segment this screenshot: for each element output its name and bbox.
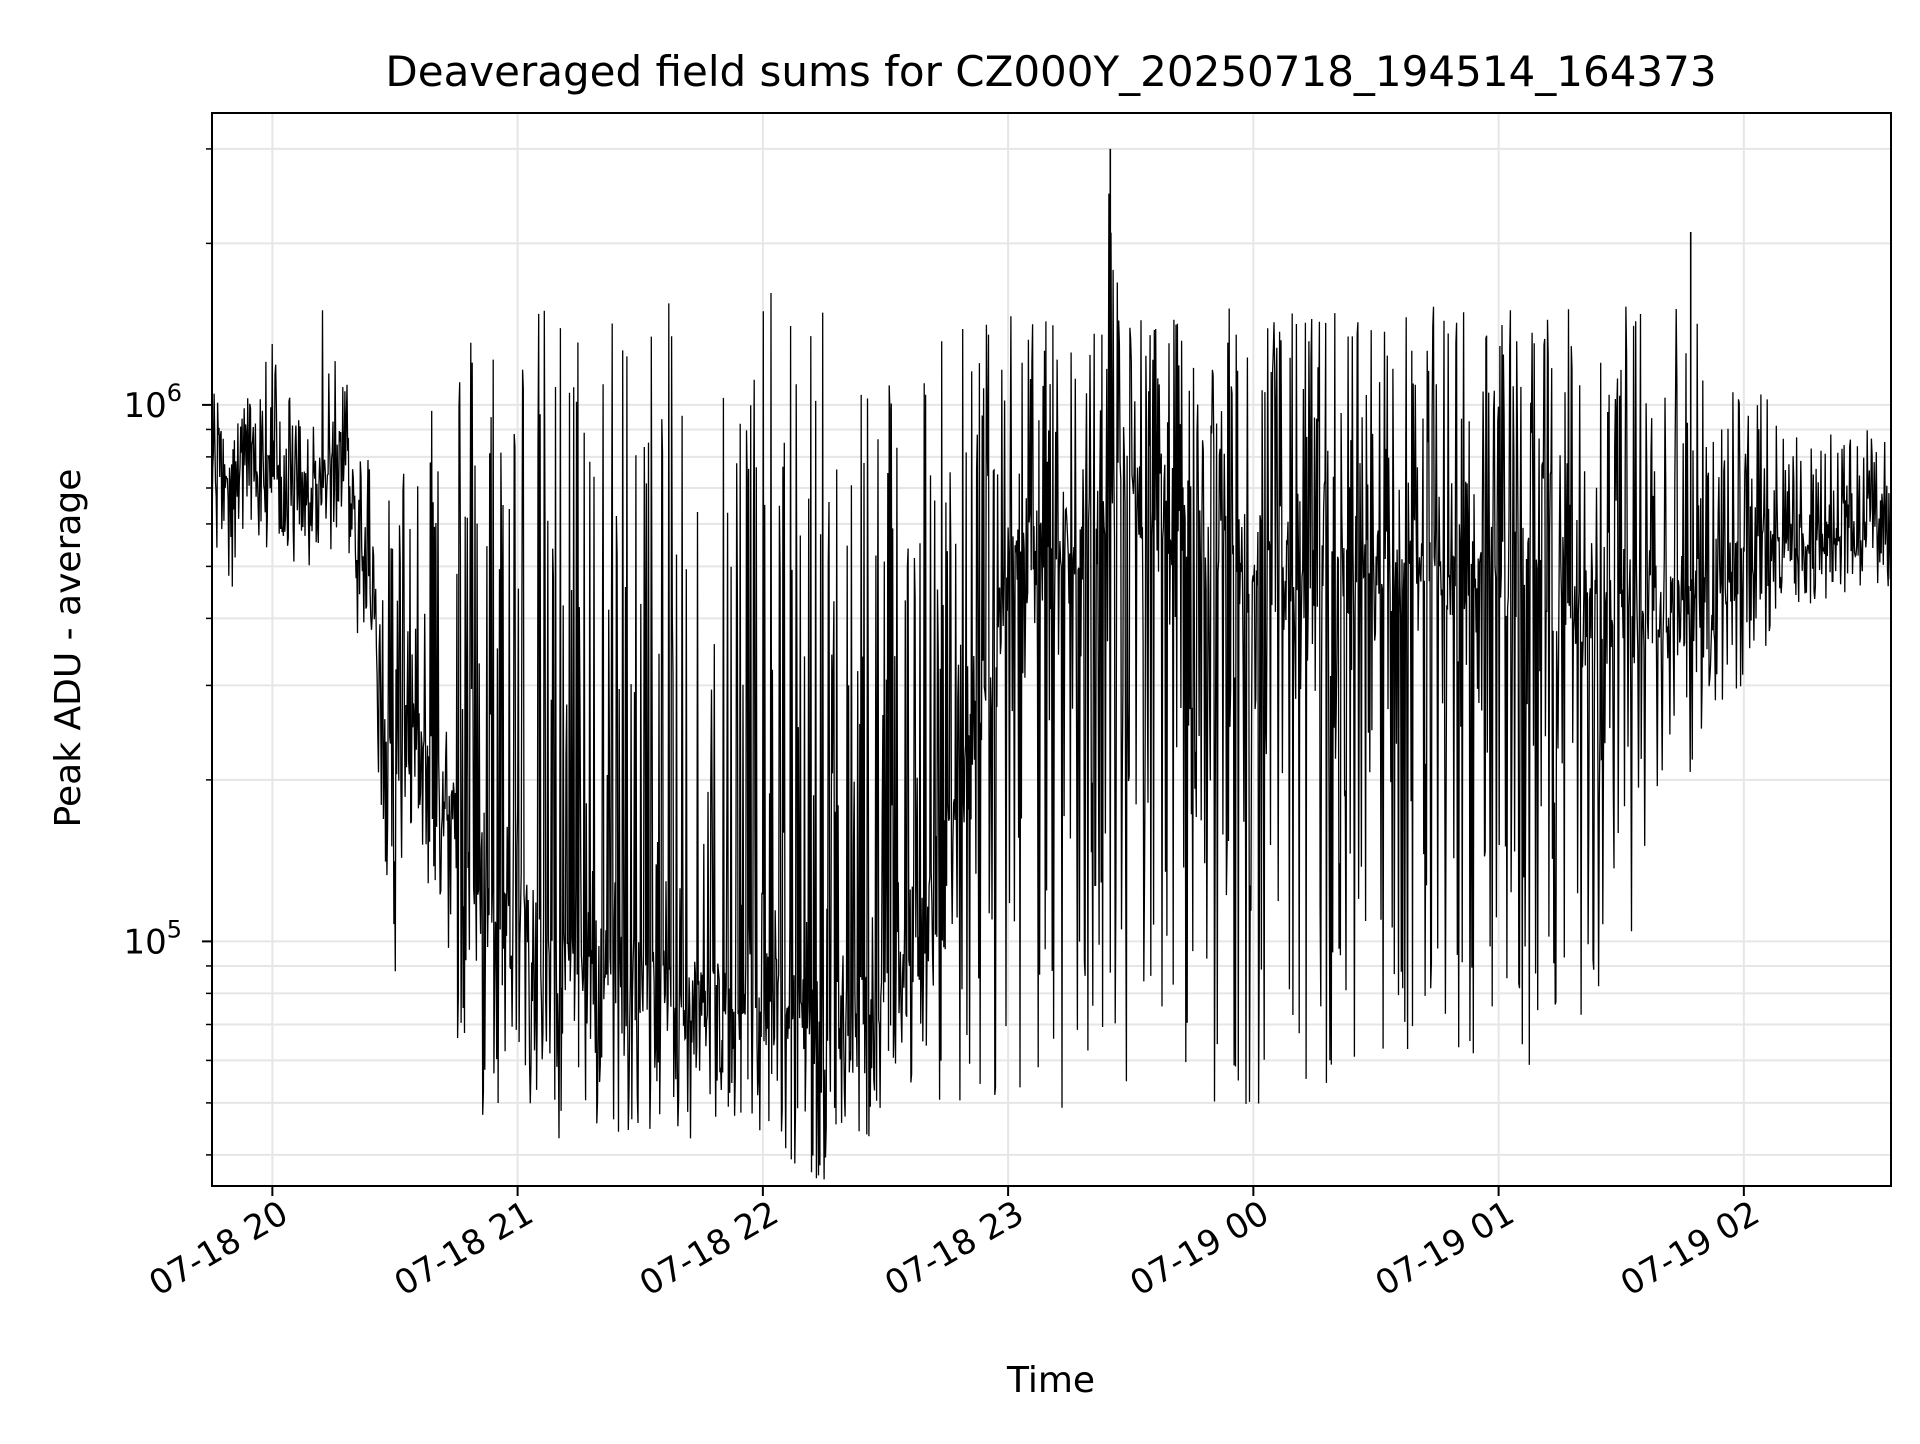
y-tick-label: 106	[123, 379, 182, 426]
y-axis-label: Peak ADU - average	[48, 469, 89, 828]
plot-frame	[211, 112, 1892, 1187]
chart-title: Deaveraged field sums for CZ000Y_2025071…	[385, 47, 1716, 96]
y-tick-label: 105	[123, 915, 182, 962]
x-axis-label: Time	[1006, 1360, 1095, 1401]
data-series-line	[211, 193, 1892, 1180]
plot-area	[211, 148, 1892, 1180]
